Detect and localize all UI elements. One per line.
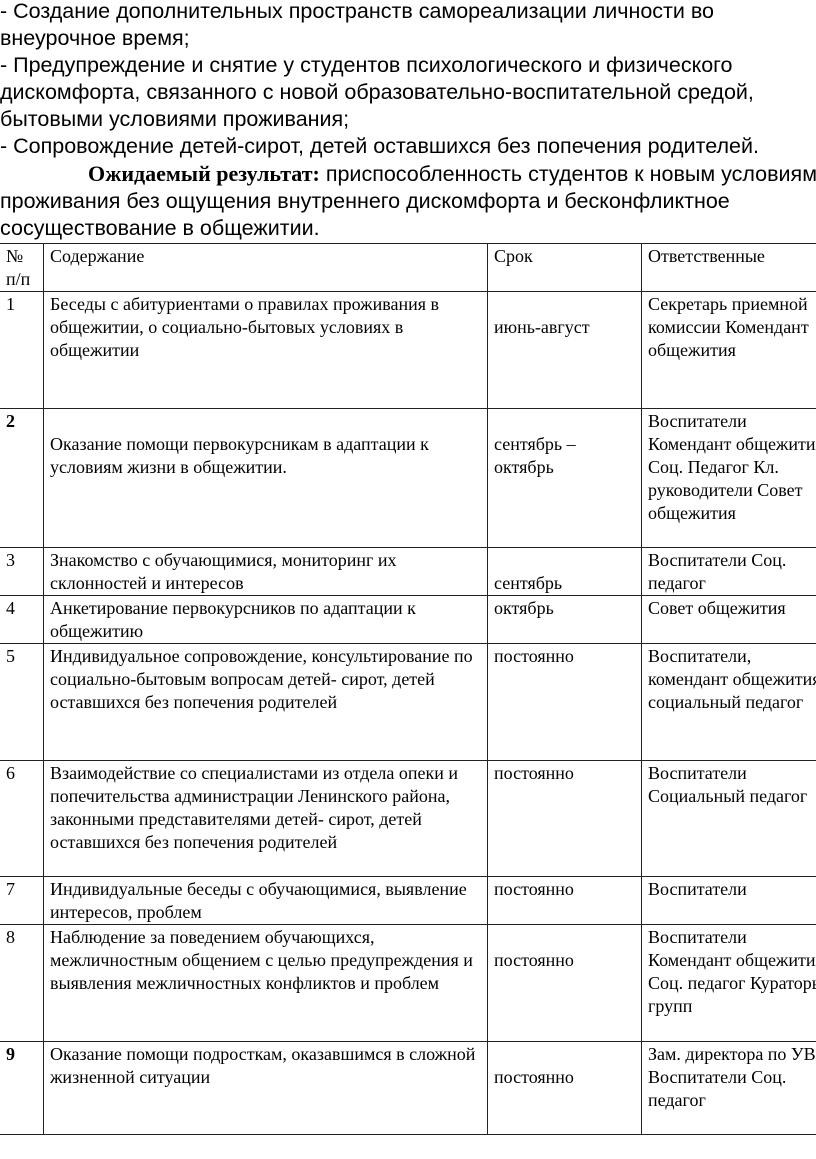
intro-line: - Сопровождение детей-сирот, детей остав… bbox=[0, 134, 759, 158]
header-content: Содержание bbox=[43, 243, 488, 292]
row-term: октябрь bbox=[487, 595, 642, 644]
row-num: 1 bbox=[0, 291, 44, 409]
expected-result-label: Ожидаемый результат: bbox=[88, 161, 320, 186]
row-content: Беседы с абитуриентами о правилах прожив… bbox=[43, 291, 488, 409]
table-row: 7 Индивидуальные беседы с обучающимися, … bbox=[0, 876, 816, 925]
table-row: 5 Индивидуальное сопровождение, консульт… bbox=[0, 643, 816, 761]
intro-text: - Создание дополнительных пространств са… bbox=[0, 0, 816, 242]
row-responsible: Воспитатели Соц. педагог bbox=[641, 547, 816, 596]
row-responsible: Воспитатели bbox=[641, 876, 816, 925]
header-responsible: Ответственные bbox=[641, 243, 816, 292]
row-responsible: Воспитатели, комендант общежития социаль… bbox=[641, 643, 816, 761]
row-content: Наблюдение за поведением обучающихся, ме… bbox=[43, 924, 488, 1042]
intro-line: - Создание дополнительных пространств са… bbox=[0, 0, 715, 50]
row-content: Индивидуальные беседы с обучающимися, вы… bbox=[43, 876, 488, 925]
row-term: сентябрь – октябрь bbox=[487, 408, 642, 548]
table-row: 9 Оказание помощи подросткам, оказавшимс… bbox=[0, 1041, 816, 1135]
row-term: постоянно bbox=[487, 1041, 642, 1135]
row-responsible: Секретарь приемной комиссии Комендант об… bbox=[641, 291, 816, 409]
table-row: 6 Взаимодействие со специалистами из отд… bbox=[0, 760, 816, 877]
row-term: июнь-август bbox=[487, 291, 642, 409]
row-content: Индивидуальное сопровождение, консультир… bbox=[43, 643, 488, 761]
row-term: сентябрь bbox=[487, 547, 642, 596]
row-num: 8 bbox=[0, 924, 44, 1042]
table-row: 4 Анкетирование первокурсников по адапта… bbox=[0, 595, 816, 644]
row-num: 5 bbox=[0, 643, 44, 761]
row-term: постоянно bbox=[487, 643, 642, 761]
row-num: 6 bbox=[0, 760, 44, 877]
row-responsible: Воспитатели Социальный педагог bbox=[641, 760, 816, 877]
row-responsible: Воспитатели Комендант общежития Соц. пед… bbox=[641, 924, 816, 1042]
row-num: 9 bbox=[0, 1041, 44, 1135]
header-num: № п/п bbox=[0, 243, 44, 292]
expected-result: Ожидаемый результат: приспособленность с… bbox=[0, 160, 816, 242]
row-num: 7 bbox=[0, 876, 44, 925]
expected-result-text: приспособленность студентов к новым усло… bbox=[0, 162, 816, 240]
row-term: постоянно bbox=[487, 876, 642, 925]
row-num: 4 bbox=[0, 595, 44, 644]
header-term: Срок bbox=[487, 243, 642, 292]
plan-table: № п/п Содержание Срок Ответственные 1 Бе… bbox=[0, 243, 816, 1135]
row-responsible: Зам. директора по УВР Воспитатели Соц. п… bbox=[641, 1041, 816, 1135]
row-content: Знакомство с обучающимися, мониторинг их… bbox=[43, 547, 488, 596]
row-term: постоянно bbox=[487, 924, 642, 1042]
row-term: постоянно bbox=[487, 760, 642, 877]
table-row: 2 Оказание помощи первокурсникам в адапт… bbox=[0, 408, 816, 548]
table-row: 8 Наблюдение за поведением обучающихся, … bbox=[0, 924, 816, 1042]
row-responsible: Совет общежития bbox=[641, 595, 816, 644]
table-row: 3 Знакомство с обучающимися, мониторинг … bbox=[0, 547, 816, 596]
row-num: 3 bbox=[0, 547, 44, 596]
row-content: Взаимодействие со специалистами из отдел… bbox=[43, 760, 488, 877]
row-content: Оказание помощи первокурсникам в адаптац… bbox=[43, 408, 488, 548]
row-content: Анкетирование первокурсников по адаптаци… bbox=[43, 595, 488, 644]
row-content: Оказание помощи подросткам, оказавшимся … bbox=[43, 1041, 488, 1135]
row-num: 2 bbox=[0, 408, 44, 548]
intro-line: - Предупреждение и снятие у студентов пс… bbox=[0, 53, 754, 131]
table-row: 1 Беседы с абитуриентами о правилах прож… bbox=[0, 291, 816, 409]
table-header-row: № п/п Содержание Срок Ответственные bbox=[0, 243, 816, 292]
row-responsible: Воспитатели Комендант общежития Соц. Пед… bbox=[641, 408, 816, 548]
